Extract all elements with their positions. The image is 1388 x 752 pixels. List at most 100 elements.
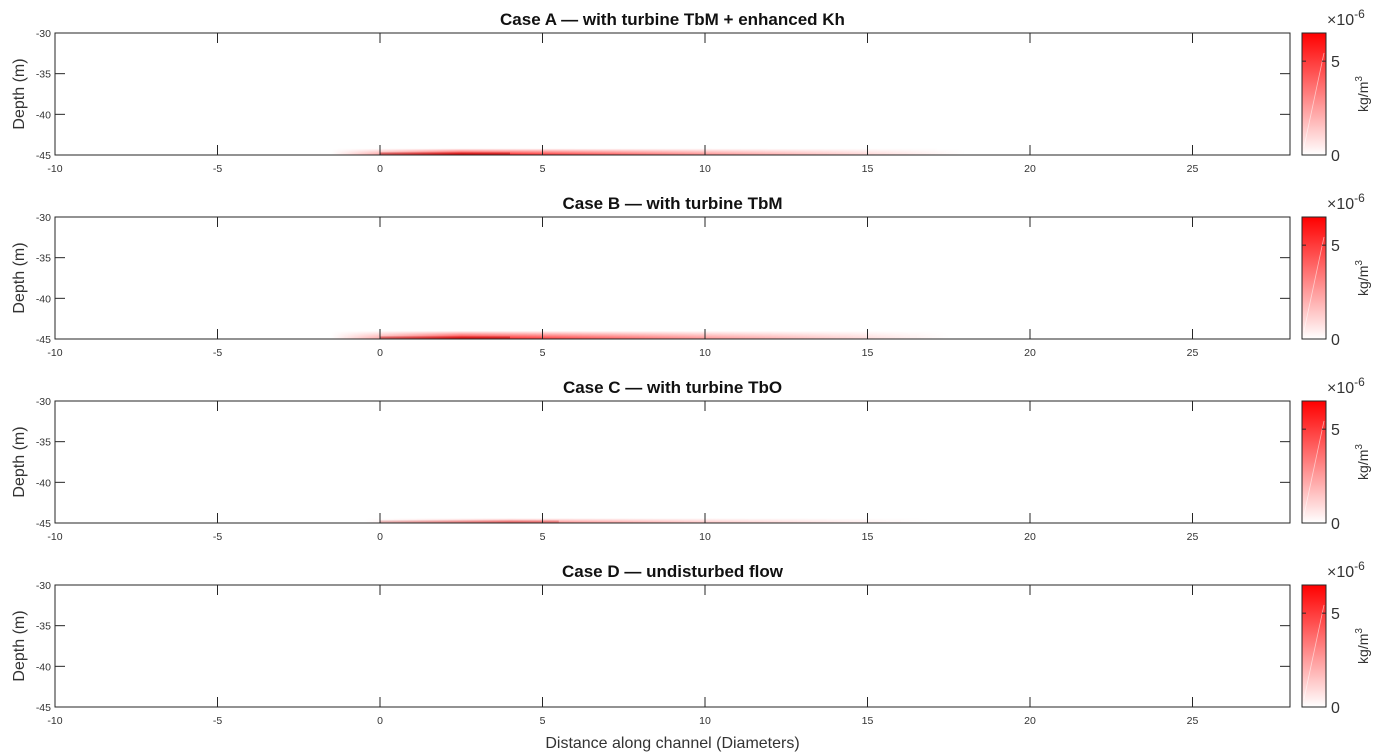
panel-title: Case B — with turbine TbM [562, 194, 782, 213]
x-tick-label: -10 [47, 163, 62, 175]
colorbar-exponent-power: -6 [1354, 191, 1365, 205]
plot-area [55, 585, 1290, 707]
colorbar-tick-label: 5 [1331, 422, 1340, 439]
colorbar-exponent-power: -6 [1354, 559, 1365, 573]
colorbar-scale [1301, 584, 1327, 708]
x-tick-label: -10 [47, 715, 62, 727]
concentration-plume [363, 518, 933, 523]
x-tick-label: 5 [540, 347, 546, 359]
colorbar-tick-label: 0 [1331, 148, 1340, 165]
panel-title: Case A — with turbine TbM + enhanced Kh [500, 10, 845, 29]
x-tick-label: 0 [377, 531, 383, 543]
colorbar-sheen [1303, 236, 1325, 332]
colorbar-label-unit: kg/m [1355, 266, 1371, 296]
colorbar-label: kg/m3 [1354, 76, 1371, 112]
x-tick-label: 15 [862, 347, 874, 359]
y-tick-label: -35 [36, 69, 51, 81]
colorbar-scale [1301, 216, 1327, 340]
colorbar-tick-label: 0 [1331, 700, 1340, 717]
panel-c: -10 -5 0 5 10 15 20 25 -30 -35 -40 -45 Case C — with… [11, 375, 1371, 543]
colorbar-label: kg/m3 [1354, 628, 1371, 664]
y-tick-label: -45 [36, 150, 51, 162]
colorbar: 0 5 ×10-6 kg/m3 [1301, 7, 1371, 165]
colorbar-label-power: 3 [1354, 76, 1365, 82]
y-axis-label: Depth (m) [11, 610, 28, 681]
x-tick-label: 20 [1024, 531, 1036, 543]
x-tick-label: 15 [862, 163, 874, 175]
colorbar: 0 5 ×10-6 kg/m3 [1301, 375, 1371, 533]
axes-box [54, 216, 1291, 340]
x-tick-label: 10 [699, 163, 711, 175]
plot-area [55, 401, 1290, 523]
y-axis-label: Depth (m) [11, 426, 28, 497]
panel-title: Case C — with turbine TbO [563, 378, 782, 397]
colorbar-scale [1301, 32, 1327, 156]
x-tick-label: 20 [1024, 715, 1036, 727]
x-tick-label: -5 [213, 163, 222, 175]
panel-b: -10 -5 0 5 10 15 20 25 -30 -35 -40 -45 Case B — with… [11, 191, 1371, 359]
colorbar: 0 5 ×10-6 kg/m3 [1301, 191, 1371, 349]
axes-box [54, 584, 1291, 708]
colorbar-label-unit: kg/m [1355, 82, 1371, 112]
concentration-plume [331, 330, 949, 339]
x-tick-label: 0 [377, 163, 383, 175]
colorbar-scale [1301, 400, 1327, 524]
axes-box [54, 400, 1291, 524]
colorbar-sheen [1303, 52, 1325, 148]
colorbar-label-power: 3 [1354, 628, 1365, 634]
colorbar-exponent-base: ×10 [1327, 380, 1354, 397]
x-tick-label: 20 [1024, 347, 1036, 359]
y-tick-label: -45 [36, 518, 51, 530]
plume-core [380, 336, 510, 339]
y-tick-label: -45 [36, 702, 51, 714]
x-axis-label: Distance along channel (Diameters) [545, 735, 799, 752]
y-tick-label: -40 [36, 661, 51, 673]
colorbar-exponent-base: ×10 [1327, 196, 1354, 213]
y-tick-label: -35 [36, 437, 51, 449]
x-tick-label: -10 [47, 531, 62, 543]
colorbar-label-unit: kg/m [1355, 450, 1371, 480]
plot-area [55, 217, 1290, 339]
colorbar-label: kg/m3 [1354, 444, 1371, 480]
plume-core [380, 520, 559, 523]
colorbar-tick-label: 5 [1331, 54, 1340, 71]
y-tick-label: -30 [36, 580, 51, 592]
colorbar-tick-label: 0 [1331, 332, 1340, 349]
colorbar-exponent-power: -6 [1354, 375, 1365, 389]
x-tick-label: 5 [540, 715, 546, 727]
colorbar-exponent-base: ×10 [1327, 564, 1354, 581]
x-tick-label: 25 [1187, 347, 1199, 359]
x-tick-label: 25 [1187, 163, 1199, 175]
x-tick-label: -5 [213, 715, 222, 727]
axes-box [54, 32, 1291, 156]
x-tick-label: 15 [862, 531, 874, 543]
y-axis-label: Depth (m) [11, 58, 28, 129]
colorbar-exponent: ×10-6 [1327, 559, 1365, 581]
colorbar-tick-label: 5 [1331, 238, 1340, 255]
y-tick-label: -45 [36, 334, 51, 346]
colorbar: 0 5 ×10-6 kg/m3 [1301, 559, 1371, 717]
x-tick-label: 10 [699, 715, 711, 727]
colorbar-sheen [1303, 604, 1325, 700]
panel-title: Case D — undisturbed flow [562, 562, 784, 581]
x-tick-label: 5 [540, 163, 546, 175]
colorbar-label: kg/m3 [1354, 260, 1371, 296]
y-tick-label: -35 [36, 253, 51, 265]
x-tick-label: 10 [699, 531, 711, 543]
y-tick-label: -30 [36, 212, 51, 224]
colorbar-exponent-base: ×10 [1327, 12, 1354, 29]
concentration-plume [331, 148, 965, 155]
colorbar-label-unit: kg/m [1355, 634, 1371, 664]
colorbar-exponent-power: -6 [1354, 7, 1365, 21]
x-tick-label: -5 [213, 347, 222, 359]
x-tick-label: 10 [699, 347, 711, 359]
y-tick-label: -30 [36, 396, 51, 408]
x-tick-label: 15 [862, 715, 874, 727]
colorbar-exponent: ×10-6 [1327, 375, 1365, 397]
x-tick-label: 0 [377, 715, 383, 727]
x-tick-label: 25 [1187, 531, 1199, 543]
y-tick-label: -30 [36, 28, 51, 40]
colorbar-sheen [1303, 420, 1325, 516]
colorbar-label-power: 3 [1354, 444, 1365, 450]
